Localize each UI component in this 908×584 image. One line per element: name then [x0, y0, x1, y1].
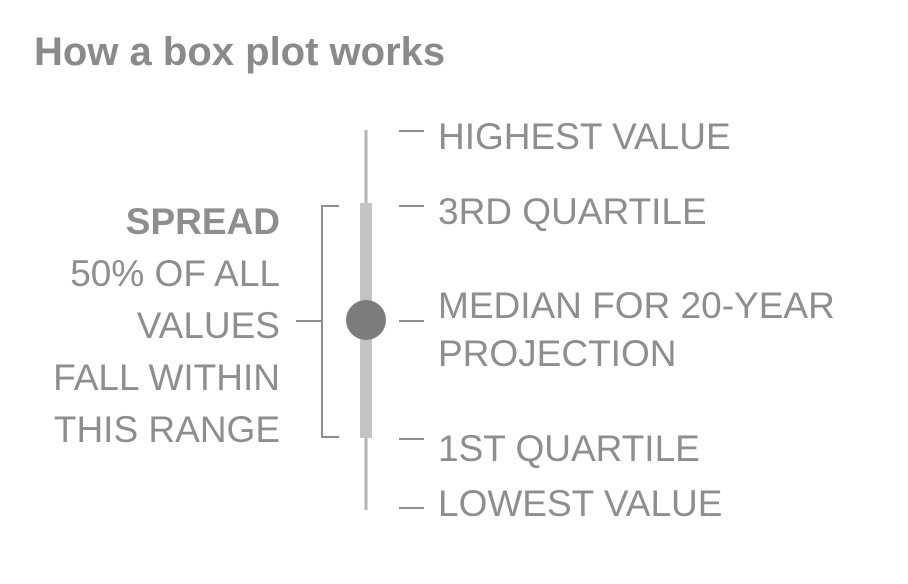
page-title: How a box plot works: [34, 30, 446, 74]
spread-line: THIS RANGE: [53, 409, 280, 450]
spread-heading: SPREAD: [125, 201, 280, 242]
spread-line: 50% OF ALL: [70, 253, 280, 294]
label-lowest-value: LOWEST VALUE: [438, 483, 723, 524]
label-median: MEDIAN FOR 20-YEAR PROJECTION: [438, 282, 835, 378]
spread-annotation: SPREAD 50% OF ALL VALUES FALL WITHIN THI…: [53, 196, 280, 456]
spread-line: FALL WITHIN: [53, 357, 280, 398]
label-highest-value: HIGHEST VALUE: [438, 116, 731, 157]
spread-line: VALUES: [136, 305, 280, 346]
label-3rd-quartile: 3RD QUARTILE: [438, 191, 707, 232]
median-dot: [346, 300, 386, 340]
label-1st-quartile: 1ST QUARTILE: [438, 428, 700, 469]
spread-bracket: [321, 205, 339, 438]
label-median-line2: PROJECTION: [438, 333, 677, 374]
label-median-line1: MEDIAN FOR 20-YEAR: [438, 285, 835, 326]
